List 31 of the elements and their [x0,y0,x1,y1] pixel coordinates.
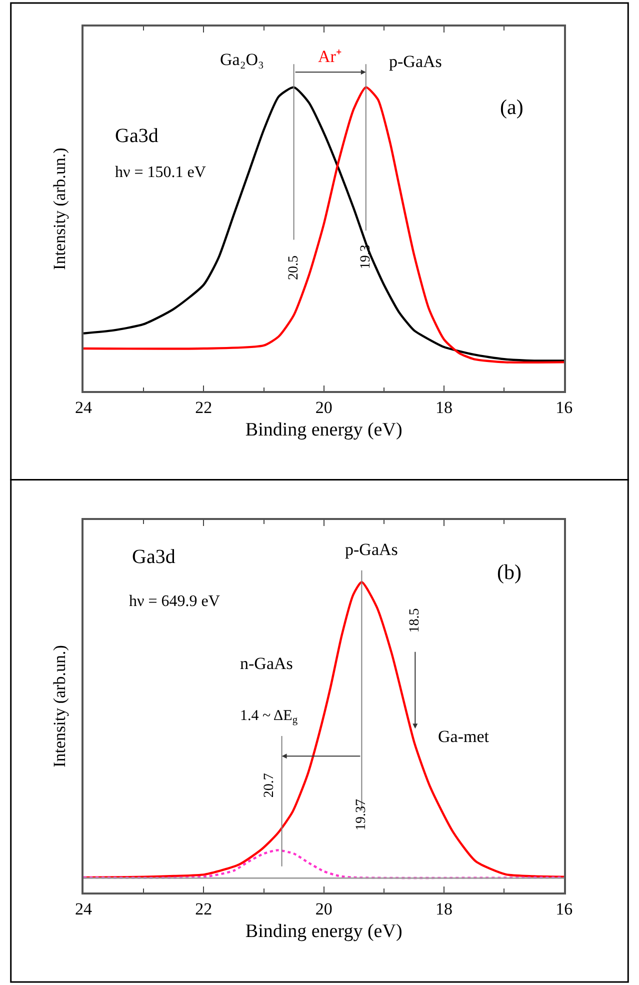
x-tick-label: 18 [436,398,453,418]
x-axis-title: Binding energy (eV) [245,920,402,942]
x-tick-label: 22 [195,398,212,418]
annotation: n-GaAs [240,654,293,673]
x-axis-title: Binding energy (eV) [245,419,402,440]
ref-line-label: 20.7 [262,773,277,798]
text: p-GaAs [389,52,442,71]
x-tick-label: 24 [75,900,93,919]
series-label: Ar⁺ [318,47,342,66]
y-axis-title: Intensity (arb.un.) [50,148,69,270]
annotation: Ga-met [438,727,490,746]
x-tick-label: 20 [315,900,332,919]
text: Ga3d [132,546,176,568]
annotation: (b) [497,560,522,584]
x-tick-label: 18 [436,900,453,919]
annotation: hν = 150.1 eV [115,164,206,181]
x-tick-label: 22 [195,900,212,919]
annotation: (a) [500,95,524,119]
x-tick-label: 20 [315,398,332,418]
ref-line-label: 19.37 [354,799,369,831]
annotation: 1.4 ~ ΔE$_{g}$ [240,708,298,726]
annotation: Ga3d [115,125,158,147]
annotation: hν = 649.9 eV [129,593,220,610]
text: p-GaAs [345,540,398,559]
text: Ga₂O₃ [220,50,264,69]
annotation: 18.5 [408,608,423,633]
x-tick-label: 16 [556,398,573,418]
y-axis-title: Intensity (arb.un.) [50,645,69,768]
x-tick-label: 16 [556,900,573,919]
ref-line-label: 20.5 [286,255,302,280]
x-tick-label: 24 [75,398,93,418]
